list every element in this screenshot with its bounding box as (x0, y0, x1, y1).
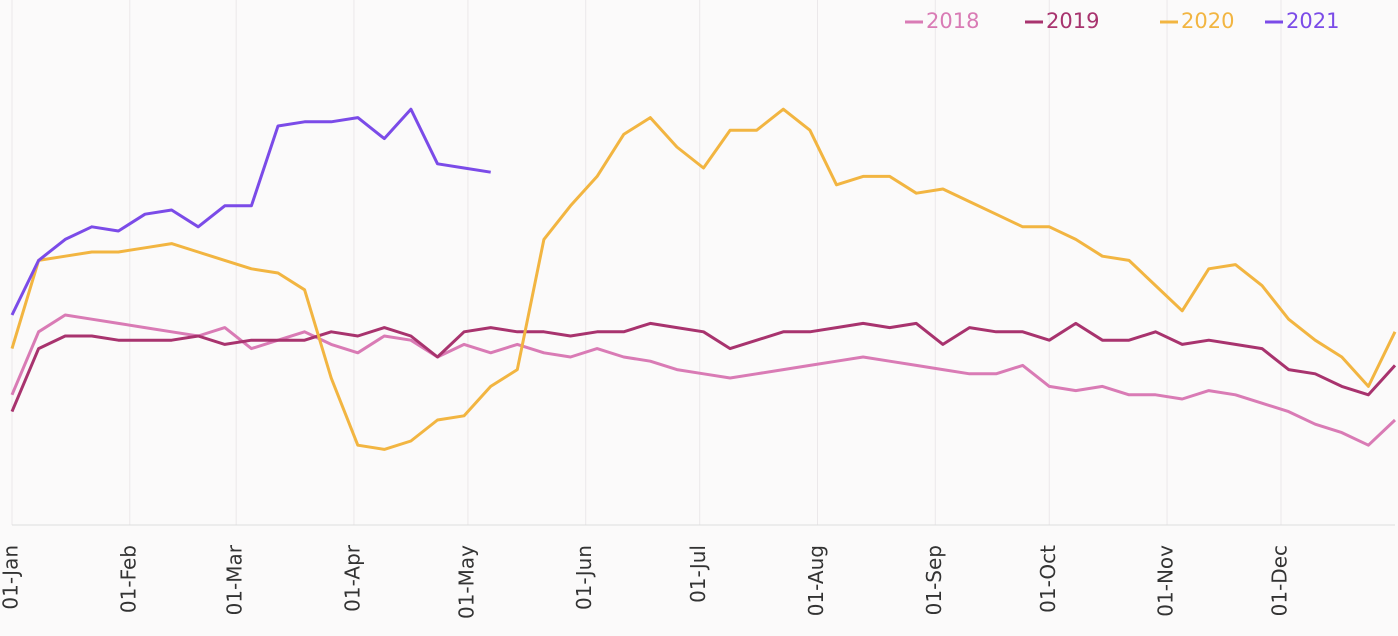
x-tick-label: 01-Apr (340, 544, 364, 612)
x-tick-label: 01-May (454, 545, 478, 619)
x-tick-label: 01-Dec (1268, 545, 1292, 616)
x-tick-label: 01-Jan (0, 545, 23, 610)
series-line (10, 313, 1397, 447)
x-tick-label: 01-Nov (1154, 545, 1178, 617)
legend-label: 2020 (1181, 9, 1234, 33)
legend-label: 2019 (1046, 9, 1099, 33)
series-line (10, 321, 1397, 413)
x-tick-label: 01-Oct (1036, 545, 1060, 613)
series-line (10, 107, 1397, 451)
series-line (10, 107, 491, 316)
x-tick-label: 01-Sep (922, 545, 946, 615)
x-tick-label: 01-Jul (686, 545, 710, 603)
x-tick-label: 01-Mar (223, 544, 247, 615)
legend-label: 2021 (1286, 9, 1339, 33)
legend-label: 2018 (926, 9, 979, 33)
x-tick-label: 01-Feb (116, 545, 140, 613)
x-tick-label: 01-Jun (572, 545, 596, 610)
x-tick-label: 01-Aug (804, 545, 828, 616)
